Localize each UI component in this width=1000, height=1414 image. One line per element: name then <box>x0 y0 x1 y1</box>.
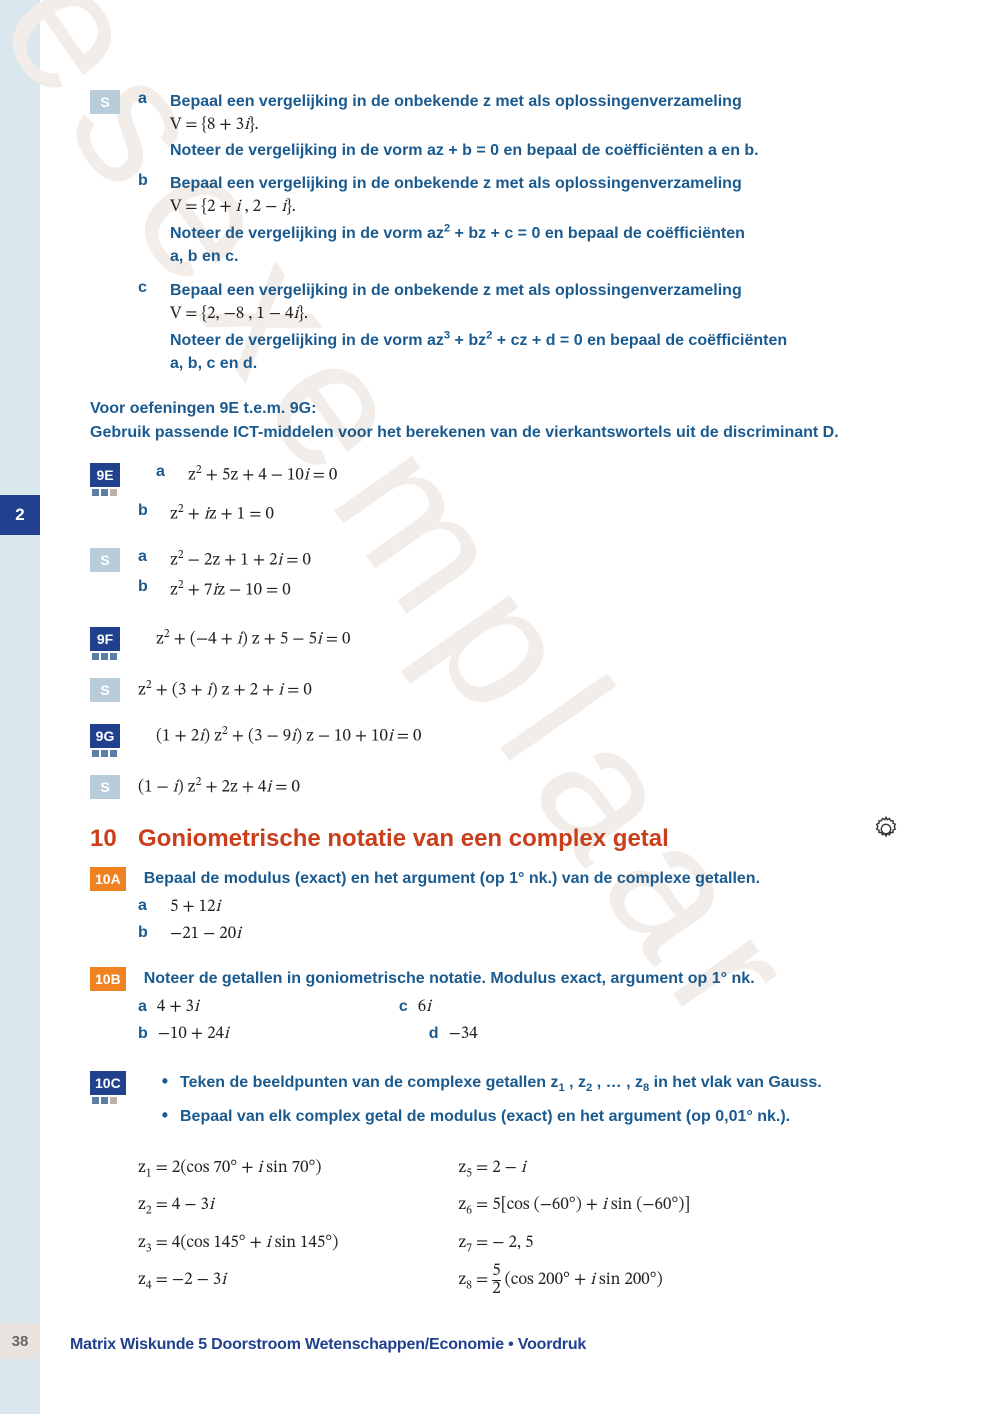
badge-s: S <box>90 678 120 702</box>
badge-9G: 9G <box>90 724 120 748</box>
sidebar-strip <box>0 0 40 1414</box>
exercise-9F: 9F z2 + (−4 + i) z + 5 − 5i = 0 <box>90 627 900 660</box>
equation: z2 + iz + 1 = 0 <box>170 502 274 526</box>
exercise-s4: S (1 − i) z2 + 2z + 4i = 0 <box>90 775 900 799</box>
subitem-label: a <box>138 548 160 566</box>
equation: z2 + (−4 + i) z + 5 − 5i = 0 <box>156 627 350 651</box>
subitem-label: a <box>156 463 178 481</box>
exercise-s1-a: S a Bepaal een vergelijking in de onbeke… <box>90 90 900 162</box>
exercise-intro: Noteer de getallen in goniometrische not… <box>144 967 755 990</box>
note-line1: Voor oefeningen 9E t.e.m. 9G: <box>90 397 870 421</box>
exercise-text: Bepaal een vergelijking in de onbekende … <box>170 90 759 162</box>
exercise-s3: S z2 + (3 + i) z + 2 + i = 0 <box>90 678 900 702</box>
subitem-label: b <box>138 924 160 942</box>
textbook-page: 2 38 Leesexemplaar S a Bepaal een vergel… <box>0 0 1000 1414</box>
exercise-intro: Bepaal de modulus (exact) en het argumen… <box>144 867 760 890</box>
page-number: 38 <box>0 1323 40 1359</box>
exercise-10B-row2: b−10 + 24i d−34 <box>90 1024 900 1045</box>
exercise-s1-b: b Bepaal een vergelijking in de onbekend… <box>90 172 900 269</box>
exercise-9E-b: b z2 + iz + 1 = 0 <box>90 502 900 526</box>
badge-9F: 9F <box>90 627 120 651</box>
section-heading: Goniometrische notatie van een complex g… <box>138 825 669 853</box>
note-line2: Gebruik passende ICT-middelen voor het b… <box>90 421 870 445</box>
badge-10B: 10B <box>90 967 126 991</box>
equation: (1 + 2i) z2 + (3 − 9i) z − 10 + 10i = 0 <box>156 724 421 748</box>
badge-s: S <box>90 548 120 572</box>
content-area: S a Bepaal een vergelijking in de onbeke… <box>90 90 900 1300</box>
equation: z2 + 7iz − 10 = 0 <box>170 578 291 602</box>
equation: z2 + (3 + i) z + 2 + i = 0 <box>138 678 312 702</box>
difficulty-squares <box>92 489 138 496</box>
difficulty-squares <box>92 1097 144 1104</box>
badge-9E: 9E <box>90 463 120 487</box>
subitem-label: b <box>138 172 160 190</box>
exercise-text: Bepaal een vergelijking in de onbekende … <box>170 172 745 269</box>
section-number: 10 <box>90 825 138 853</box>
exercise-s1-c: c Bepaal een vergelijking in de onbekend… <box>90 279 900 376</box>
badge-10A: 10A <box>90 867 126 891</box>
exercise-s2: S a z2 − 2z + 1 + 2i = 0 <box>90 548 900 572</box>
exercise-10C-equations: z1 = 2(cos 70° + i sin 70°) z2 = 4 − 3i … <box>90 1150 900 1300</box>
exercise-10A-a: a 5 + 12i <box>90 897 900 918</box>
subitem-label: a <box>138 897 160 915</box>
exercise-10B-row1: a4 + 3i c6i <box>90 997 900 1018</box>
equation: (1 − i) z2 + 2z + 4i = 0 <box>138 775 300 799</box>
exercise-10A: 10A Bepaal de modulus (exact) en het arg… <box>90 867 900 891</box>
note-block: Voor oefeningen 9E t.e.m. 9G: Gebruik pa… <box>90 397 900 445</box>
equation: −21 − 20i <box>170 924 241 945</box>
subitem-label: c <box>138 279 160 297</box>
exercise-text: Bepaal een vergelijking in de onbekende … <box>170 279 787 376</box>
exercise-10C: 10C •Teken de beeldpunten van de complex… <box>90 1071 900 1134</box>
subitem-label: b <box>138 502 160 520</box>
section-10-title: 10 Goniometrische notatie van een comple… <box>90 825 900 853</box>
badge-s: S <box>90 90 120 114</box>
difficulty-squares <box>92 653 138 660</box>
equation: 5 + 12i <box>170 897 220 918</box>
difficulty-squares <box>92 750 138 757</box>
exercise-9G: 9G (1 + 2i) z2 + (3 − 9i) z − 10 + 10i =… <box>90 724 900 757</box>
subitem-label: b <box>138 578 160 596</box>
badge-10C: 10C <box>90 1071 126 1095</box>
badge-s: S <box>90 775 120 799</box>
footer-text: Matrix Wiskunde 5 Doorstroom Wetenschapp… <box>70 1336 586 1354</box>
exercise-10A-b: b −21 − 20i <box>90 924 900 945</box>
subitem-label: a <box>138 90 160 108</box>
equation: z2 − 2z + 1 + 2i = 0 <box>170 548 311 572</box>
exercise-10B: 10B Noteer de getallen in goniometrische… <box>90 967 900 991</box>
exercise-9E: 9E a z2 + 5z + 4 − 10i = 0 <box>90 463 900 496</box>
exercise-s2-b: b z2 + 7iz − 10 = 0 <box>90 578 900 602</box>
chapter-tab: 2 <box>0 495 40 535</box>
equation: z2 + 5z + 4 − 10i = 0 <box>188 463 337 487</box>
